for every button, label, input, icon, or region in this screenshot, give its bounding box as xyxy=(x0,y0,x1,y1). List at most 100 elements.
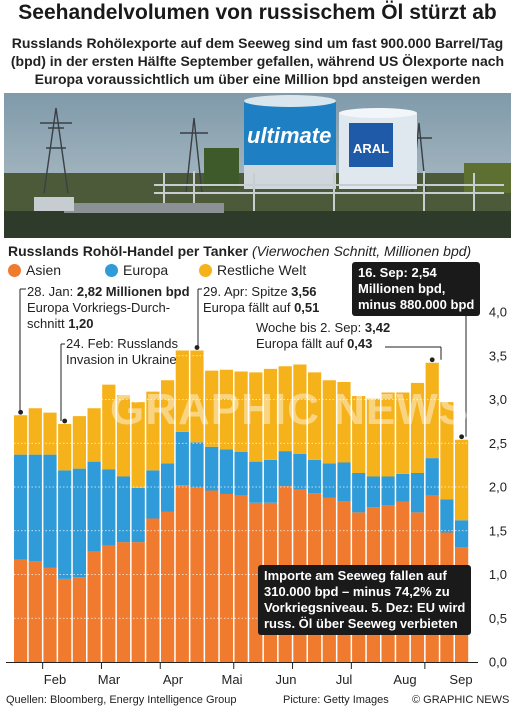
x-tick-label: Feb xyxy=(44,672,66,687)
bar-segment-restliche-welt-31 xyxy=(455,439,469,521)
bar-segment-restliche-welt-6 xyxy=(87,408,101,462)
bar-segment-europa-8 xyxy=(116,476,131,543)
y-tick-label: 1,0 xyxy=(489,567,507,582)
x-tick-label: Mar xyxy=(98,672,121,687)
annotation-jan-line2: Europa Vorkriegs-Durch- xyxy=(27,300,171,315)
leader-apr-dot xyxy=(194,345,200,350)
bar-segment-restliche-welt-10 xyxy=(146,391,160,471)
bar-segment-restliche-welt-27 xyxy=(396,392,410,474)
bar-segment-asien-5 xyxy=(72,577,86,662)
storage-tank-ultimate: ultimate xyxy=(244,95,336,189)
bar-segment-restliche-welt-29 xyxy=(425,362,439,459)
bar-segment-asien-11 xyxy=(161,511,175,662)
bar-segment-europa-21 xyxy=(308,459,322,494)
y-tick-label: 2,5 xyxy=(489,436,507,451)
bar-segment-asien-12 xyxy=(175,485,189,662)
bar-segment-europa-18 xyxy=(263,459,278,503)
x-tick-label: Jun xyxy=(276,672,297,687)
bar-segment-restliche-welt-21 xyxy=(308,372,322,460)
bar-segment-europa-11 xyxy=(161,463,175,512)
headline: Seehandelvolumen von russischem Öl stürz… xyxy=(18,1,497,24)
bar-segment-restliche-welt-5 xyxy=(72,416,86,469)
bar-segment-restliche-welt-3 xyxy=(43,412,57,455)
storage-tank-aral: ARAL xyxy=(339,108,417,189)
bar-segment-europa-1 xyxy=(14,454,28,560)
x-tick-label: Jul xyxy=(336,672,353,687)
bar-segment-restliche-welt-8 xyxy=(116,395,131,477)
bar-segment-asien-15 xyxy=(219,494,233,662)
annotation-sep2-line2: Europa fällt auf 0,43 xyxy=(256,336,373,351)
bar-segment-asien-9 xyxy=(131,542,145,662)
bar-segment-europa-4 xyxy=(58,470,72,579)
annotation-feb: 24. Feb: Russlands Invasion in Ukraine xyxy=(66,336,178,368)
footer-sources: Quellen: Bloomberg, Energy Intelligence … xyxy=(6,694,237,706)
callout-imports-line4: russ. Öl über Seeweg verbieten xyxy=(264,616,458,631)
legend-item-asien: Asien xyxy=(8,262,61,278)
callout-imports-line2: 310.000 bpd – minus 74,2% zu xyxy=(264,584,450,599)
legend-swatch-restliche-welt xyxy=(199,264,212,277)
legend-label-europa: Europa xyxy=(123,262,169,278)
annotation-apr-line1: 29. Apr: Spitze 3,56 xyxy=(203,284,317,299)
bar-segment-europa-12 xyxy=(175,431,189,486)
legend-swatch-europa xyxy=(105,264,118,277)
footer-copyright: © GRAPHIC NEWS xyxy=(412,694,510,706)
annotation-jan-line1: 28. Jan: 2,82 Millionen bpd xyxy=(27,284,190,299)
annotation-leader-lines xyxy=(18,288,467,440)
bar-segment-europa-20 xyxy=(293,453,307,490)
bar-segment-asien-4 xyxy=(58,578,72,662)
leader-jan-dot xyxy=(18,409,23,415)
legend-item-europa: Europa xyxy=(105,262,168,278)
leader-sep16-dot xyxy=(459,434,464,440)
leader-sep2-dot xyxy=(429,357,435,363)
bar-segment-restliche-welt-9 xyxy=(131,402,145,488)
annotation-apr: 29. Apr: Spitze 3,56 Europa fällt auf 0,… xyxy=(203,284,319,316)
x-tick-label: Mai xyxy=(222,672,243,687)
gridlines xyxy=(14,311,478,619)
y-axis-ticks: 0,0 0,5 1,0 1,5 2,0 2,5 3,0 3,5 4,0 xyxy=(489,305,507,670)
photo-illustration: ultimate ARAL xyxy=(4,93,511,238)
bar-segment-restliche-welt-16 xyxy=(234,371,248,452)
callout-sep16-line1: 16. Sep: 2,54 xyxy=(358,265,437,280)
bar-segment-restliche-welt-11 xyxy=(161,380,175,464)
subheadline: Russlands Rohölexporte auf dem Seeweg si… xyxy=(10,35,505,87)
legend-item-restliche-welt: Restliche Welt xyxy=(199,262,306,278)
bar-segment-europa-24 xyxy=(352,473,366,513)
x-tick-label: Sep xyxy=(449,672,472,687)
x-tick-label: Apr xyxy=(163,672,184,687)
bar-segment-europa-5 xyxy=(72,468,86,578)
legend-label-restliche-welt: Restliche Welt xyxy=(217,262,307,278)
bar-segment-restliche-welt-4 xyxy=(58,424,72,471)
bar-segment-europa-29 xyxy=(425,458,439,496)
bar-segment-europa-30 xyxy=(440,499,454,533)
bar-segment-europa-7 xyxy=(102,469,116,546)
y-tick-label: 2,0 xyxy=(489,480,507,495)
photo-oil-storage-tanks: ultimate ARAL xyxy=(4,93,511,238)
bar-segment-restliche-welt-26 xyxy=(381,392,395,477)
annotation-feb-line2: Invasion in Ukraine xyxy=(66,352,177,367)
bar-segment-asien-6 xyxy=(87,551,101,662)
tank-brand-ultimate: ultimate xyxy=(247,123,331,148)
x-axis: Feb Mar Apr Mai Jun Jul Aug Sep xyxy=(6,662,478,687)
callout-imports: Importe am Seeweg fallen auf 310.000 bpd… xyxy=(258,565,472,635)
bar-segment-restliche-welt-23 xyxy=(337,382,351,463)
bar-segment-asien-8 xyxy=(116,542,131,662)
bar-segment-asien-14 xyxy=(205,490,219,662)
bar-segment-restliche-welt-19 xyxy=(278,366,292,452)
bar-segment-restliche-welt-20 xyxy=(293,364,307,454)
bar-segment-restliche-welt-17 xyxy=(249,372,263,462)
leader-feb-dot xyxy=(62,418,68,424)
x-tick-label: Aug xyxy=(393,672,416,687)
bar-segment-restliche-welt-24 xyxy=(352,396,366,473)
bar-segment-restliche-welt-18 xyxy=(263,368,278,460)
annotation-sep2-line1: Woche bis 2. Sep: 3,42 xyxy=(256,320,391,335)
tank-brand-aral: ARAL xyxy=(353,141,389,156)
bar-segment-restliche-welt-7 xyxy=(102,384,116,470)
annotation-jan-line3: schnitt 1,20 xyxy=(27,316,94,331)
bar-segment-restliche-welt-22 xyxy=(322,380,336,464)
bar-segment-restliche-welt-30 xyxy=(440,402,454,500)
bar-segment-restliche-welt-13 xyxy=(190,350,204,443)
bar-segment-europa-19 xyxy=(278,451,292,487)
bar-segment-asien-16 xyxy=(234,495,248,662)
bar-segment-restliche-welt-14 xyxy=(205,370,219,447)
